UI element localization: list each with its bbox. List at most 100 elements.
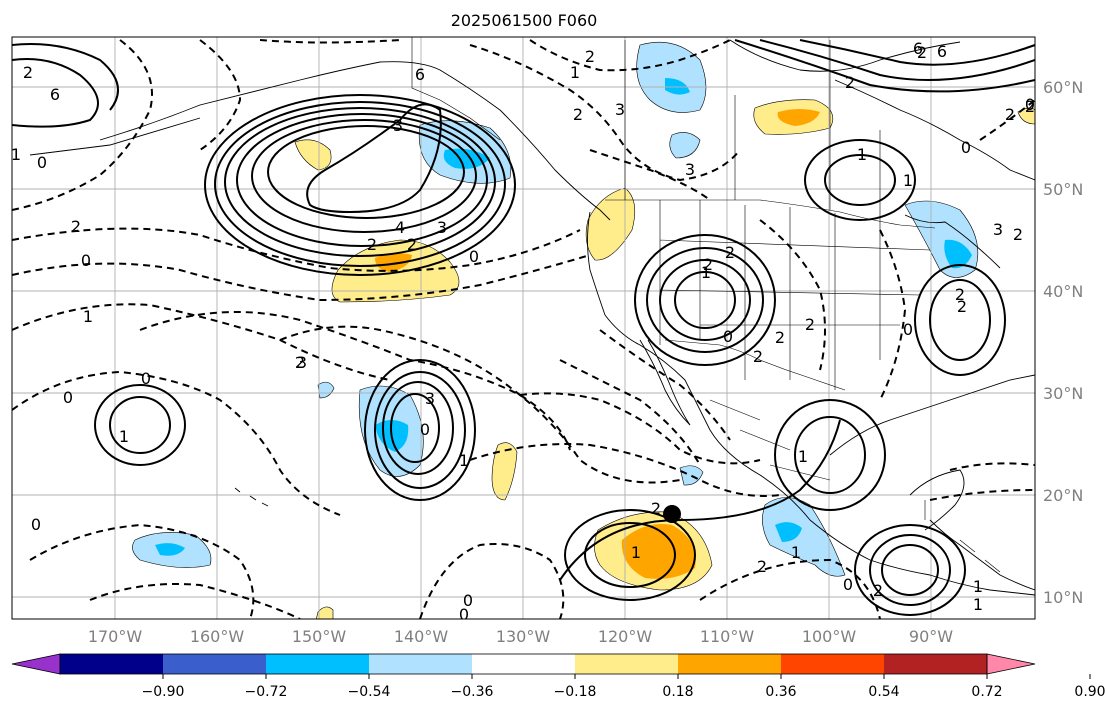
- colorbar-segment: [575, 654, 679, 674]
- contour-central-america: [881, 544, 939, 596]
- dashed-contour: [929, 489, 1035, 501]
- coastline-aleutians: [29, 117, 201, 156]
- contour-label: 0: [63, 388, 73, 407]
- shade-orange: [777, 109, 820, 126]
- contour-label: 0: [81, 251, 91, 270]
- contour-label: 6: [913, 39, 923, 58]
- contour-central-america: [869, 534, 951, 606]
- dashed-contour: [259, 39, 401, 44]
- contour-label: 2: [585, 47, 595, 66]
- shade-blue: [665, 78, 690, 95]
- shade-light-blue: [679, 465, 704, 486]
- colorbar-ticks: −0.90 −0.72 −0.54 −0.36 −0.18 0.18 0.36 0.54 0.7…: [142, 674, 1105, 700]
- border-states: [659, 200, 931, 390]
- lon-label: 130°W: [496, 627, 551, 646]
- lat-label: 40°N: [1043, 282, 1083, 301]
- contour-lines: [12, 39, 1035, 616]
- coastline-hawaii: [234, 487, 269, 507]
- contour-east-pacific: [584, 522, 676, 588]
- contour-label: 6: [937, 42, 947, 61]
- contour-label: 0: [420, 420, 430, 439]
- contour-label: 0: [37, 153, 47, 172]
- contour-label: 1: [631, 543, 641, 562]
- contour-low-northeast-pacific: [364, 359, 476, 501]
- contour-label: 0: [31, 515, 41, 534]
- contour-gulf: [774, 399, 886, 511]
- coastline-great-lakes: [904, 214, 1001, 269]
- border-canada-provinces: [624, 40, 881, 222]
- contour-label: 0: [459, 605, 469, 624]
- contour-label: 2: [71, 217, 81, 236]
- contour-high-pacific: [214, 101, 506, 267]
- contour-label: 2: [1005, 105, 1015, 124]
- colorbar-tick-label: 0.36: [765, 684, 796, 700]
- contour-canada: [804, 139, 916, 221]
- contour-low-northeast-pacific: [374, 371, 466, 489]
- contour-label: 2: [367, 235, 377, 254]
- contour-label: 1: [570, 63, 580, 82]
- contour-label: 2: [725, 243, 735, 262]
- coastline-us-west: [587, 211, 1035, 596]
- shade-light-blue: [317, 381, 335, 399]
- contour-label: 1: [973, 595, 983, 614]
- shade-yellow: [585, 187, 636, 261]
- border-alaska-canada: [411, 37, 501, 141]
- contour-high-pacific: [236, 113, 488, 247]
- contour-label: 6: [50, 85, 60, 104]
- dashed-contour: [559, 359, 701, 466]
- shade-blue: [944, 239, 972, 269]
- contour-label: 1: [857, 145, 867, 164]
- contour-low-northeast-pacific: [382, 381, 454, 475]
- contour-label: 1: [791, 543, 801, 562]
- contour-label: 0: [843, 575, 853, 594]
- contour-low-southwest-us: [674, 271, 736, 329]
- colorbar-tick-label: 0.72: [971, 684, 1002, 700]
- colorbar: −0.90 −0.72 −0.54 −0.36 −0.18 0.18 0.36 0.54 0.7…: [11, 653, 1105, 700]
- border-mexico-states: [709, 399, 831, 481]
- contour-arctic: [734, 39, 1035, 93]
- dashed-contour: [599, 329, 731, 441]
- contour-label: 3: [615, 100, 625, 119]
- contour-low-southwest-us: [646, 247, 764, 353]
- lat-label: 20°N: [1043, 486, 1083, 505]
- negative-contour-lines: [12, 39, 1035, 619]
- lon-label: 90°W: [909, 627, 953, 646]
- contour-label: 1: [798, 447, 808, 466]
- dashed-contour: [419, 543, 565, 619]
- colorbar-tick-label: 0.90: [1074, 684, 1105, 700]
- lon-label: 150°W: [292, 627, 347, 646]
- contour-label: 2: [845, 73, 855, 92]
- contour-label: 2: [753, 347, 763, 366]
- contour-low-northeast-pacific: [390, 393, 440, 463]
- contour-label: 0: [141, 369, 151, 388]
- colorbar-tick-label: 0.54: [868, 684, 899, 700]
- coastline-alaska: [99, 61, 611, 221]
- contour-high-pacific: [251, 119, 477, 233]
- colorbar-extend-high: [986, 653, 1036, 675]
- dashed-contour: [199, 39, 242, 151]
- colorbar-tick-label: −0.36: [451, 684, 494, 700]
- contour-arctic: [799, 39, 1035, 66]
- shade-yellow: [315, 606, 334, 619]
- contour-northwest: [12, 58, 99, 128]
- contour-label: 0: [1025, 95, 1035, 114]
- lon-label: 140°W: [394, 627, 449, 646]
- colorbar-extend-low: [11, 653, 61, 675]
- contour-label: 1: [903, 171, 913, 190]
- latitude-labels: 60°N 50°N 40°N 30°N 20°N 10°N: [1043, 78, 1083, 607]
- shade-light-blue: [636, 41, 707, 113]
- dashed-contour: [12, 254, 591, 302]
- colorbar-segment: [369, 654, 473, 674]
- shade-blue: [775, 522, 802, 542]
- shade-yellow: [491, 442, 518, 501]
- contour-label: 1: [459, 451, 469, 470]
- lon-label: 100°W: [802, 627, 857, 646]
- contour-high-pacific: [224, 107, 496, 257]
- contour-label: 2: [573, 105, 583, 124]
- coastlines: [29, 39, 1035, 596]
- contour-label: 2: [1025, 97, 1035, 116]
- contour-great-lakes: [914, 264, 1006, 376]
- lat-label: 30°N: [1043, 384, 1083, 403]
- shade-orange: [621, 524, 696, 579]
- contour-label: 1: [83, 307, 93, 326]
